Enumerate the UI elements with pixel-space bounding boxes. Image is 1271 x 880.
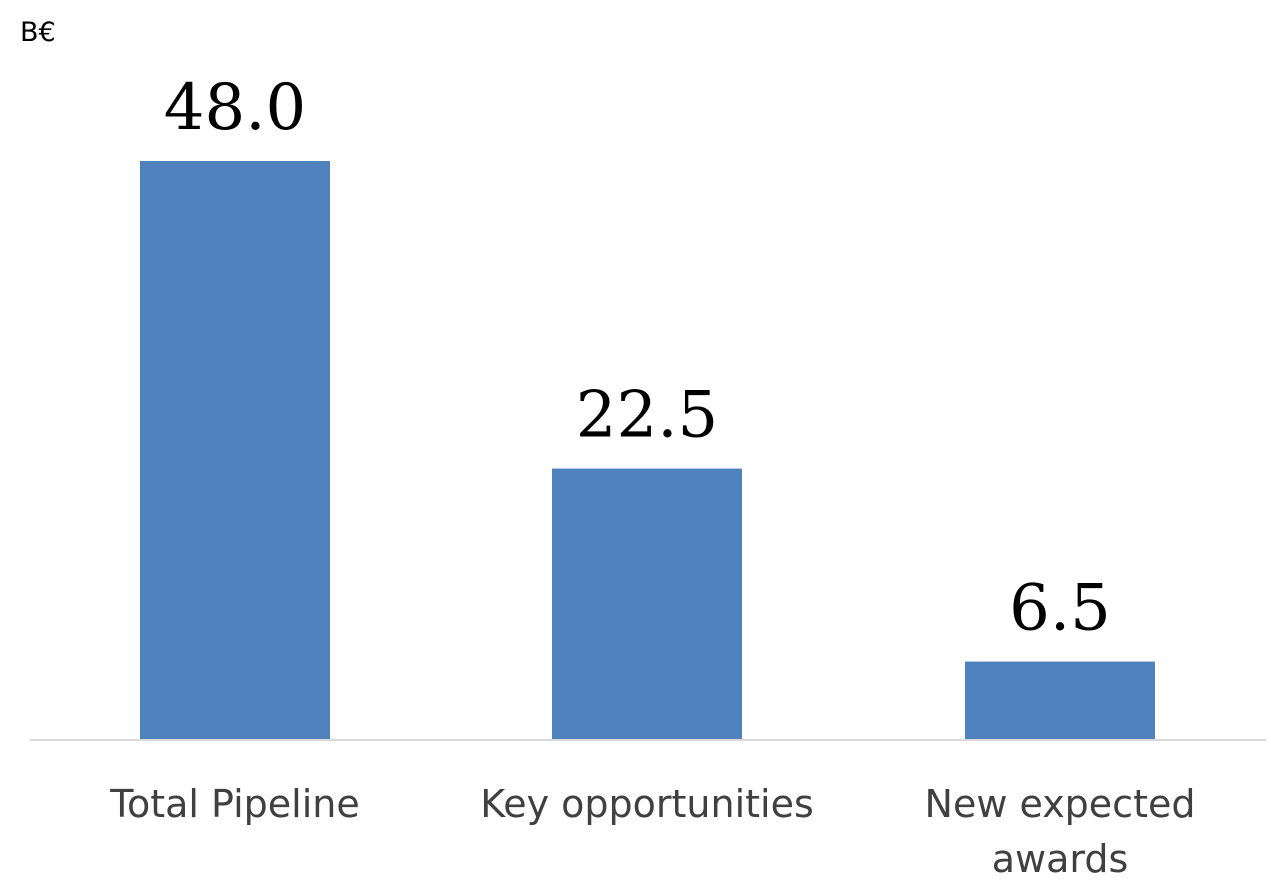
bars-group: [140, 161, 1155, 740]
category-label-1: Key opportunities: [480, 782, 814, 826]
value-label-0: 48.0: [164, 71, 307, 145]
bar-1: [552, 468, 742, 740]
value-label-1: 22.5: [576, 379, 719, 453]
category-labels-group: Total Pipeline Key opportunities New expec…: [109, 782, 1195, 880]
value-label-2: 6.5: [1009, 572, 1111, 646]
unit-label: B€: [20, 17, 56, 48]
category-label-0: Total Pipeline: [109, 782, 360, 826]
category-label-2: New expected awards: [925, 782, 1196, 880]
bar-0: [140, 161, 330, 740]
bar-2: [965, 661, 1155, 740]
value-labels-group: 48.0 22.5 6.5: [164, 71, 1111, 646]
